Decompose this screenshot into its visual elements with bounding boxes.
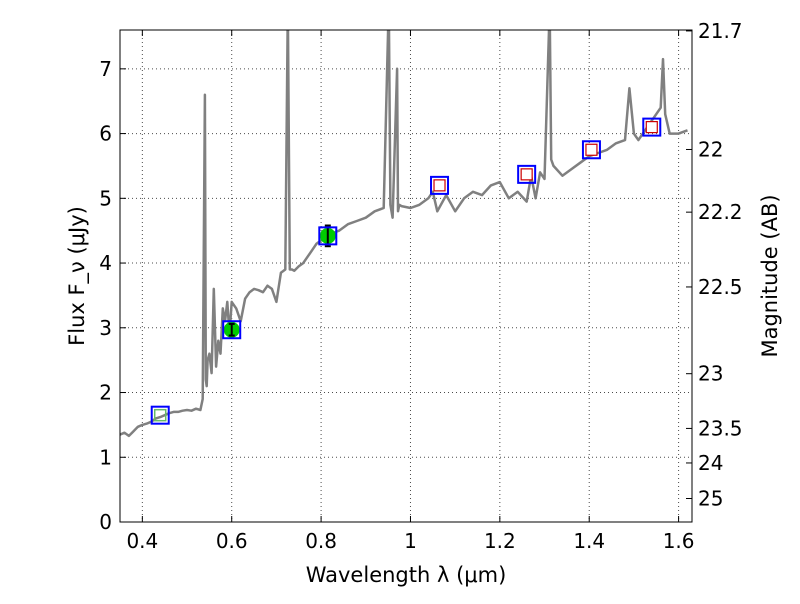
x-tick-label: 1.4 — [573, 529, 605, 553]
model-flux-box — [581, 140, 601, 160]
y-tick-label: 4 — [99, 251, 112, 275]
y2-tick-label: 22 — [698, 137, 723, 161]
marker-layer — [150, 117, 662, 425]
y2-axis-label: Magnitude (AB) — [758, 194, 782, 357]
x-tick-label: 1.6 — [663, 529, 695, 553]
upper-limit-marker — [433, 179, 446, 192]
y2-tick-label: 23.5 — [698, 416, 743, 440]
y-tick-label: 5 — [99, 186, 112, 210]
y-tick-label: 3 — [99, 316, 112, 340]
y-tick-label: 0 — [99, 510, 112, 534]
y2-tick-label: 25 — [698, 486, 723, 510]
model-flux-inner-box — [153, 408, 167, 422]
spectrum-line — [120, 30, 688, 438]
plot-frame — [119, 29, 693, 523]
y2-tick-label: 22.5 — [698, 275, 743, 299]
x-axis-label: Wavelength λ (μm) — [306, 563, 507, 587]
y-axis-label: Flux F_ν (μJy) — [65, 206, 90, 346]
y-tick-label: 2 — [99, 381, 112, 405]
upper-limit-marker — [585, 143, 598, 156]
y-tick-label: 1 — [99, 445, 112, 469]
x-tick-label: 0.6 — [216, 529, 248, 553]
y2-tick-label: 24 — [698, 451, 723, 475]
x-tick-label: 1.2 — [484, 529, 516, 553]
model-flux-box — [222, 320, 242, 340]
model-flux-box — [150, 405, 170, 425]
upper-limit-marker — [645, 121, 658, 134]
y-tick-label: 6 — [99, 122, 112, 146]
upper-limit-marker — [520, 168, 533, 181]
y2-tick-label: 21.7 — [698, 19, 743, 43]
model-flux-box — [642, 117, 662, 137]
y2-tick-label: 23 — [698, 362, 723, 386]
spectrum-layer — [120, 30, 688, 438]
model-flux-box — [318, 226, 338, 246]
model-flux-box — [517, 164, 537, 184]
y-tick-label: 7 — [99, 57, 112, 81]
model-flux-box — [430, 175, 450, 195]
x-tick-label: 0.4 — [126, 529, 158, 553]
tick-layer: 0.4 0.6 0.8 1 1.2 1.4 1.60123456721.72222.222.… — [99, 19, 742, 553]
x-tick-label: 0.8 — [305, 529, 337, 553]
y2-tick-label: 22.2 — [698, 200, 743, 224]
x-tick-label: 1 — [404, 529, 417, 553]
